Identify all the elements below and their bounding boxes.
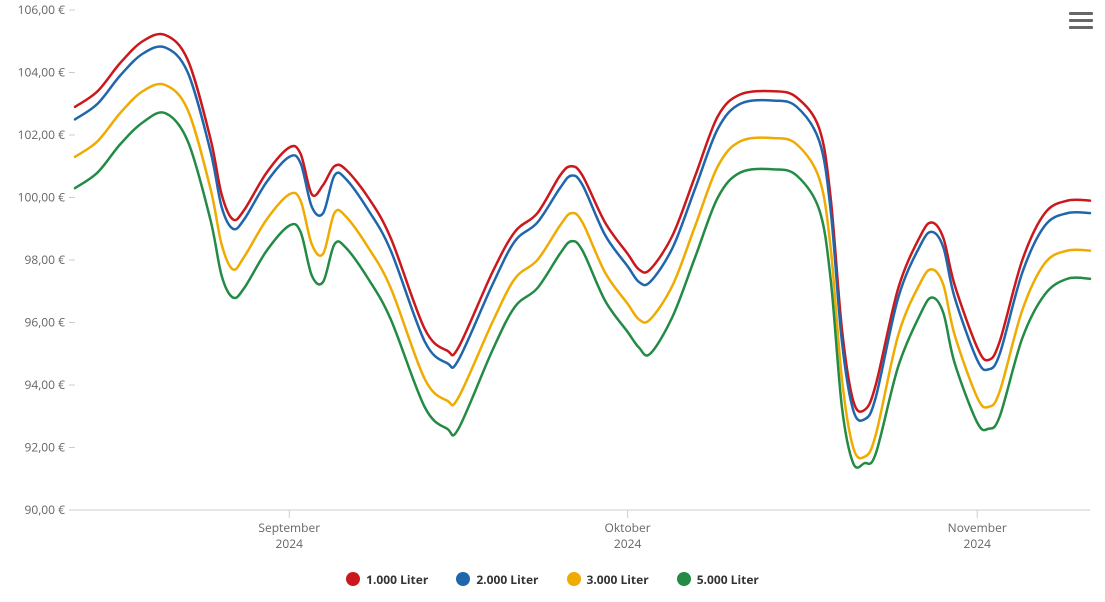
y-tick-label: 96,00 € <box>24 314 65 331</box>
chart-canvas: 90,00 € 92,00 € 94,00 € 96,00 € 98,00 € 100,0… <box>0 0 1105 602</box>
legend-swatch-icon <box>677 572 691 586</box>
x-tick-month: September <box>258 519 320 536</box>
series-line-1[interactable] <box>75 46 1090 420</box>
legend-item-1[interactable]: 2.000 Liter <box>456 571 538 588</box>
legend-label: 2.000 Liter <box>476 571 538 588</box>
x-tick-year: 2024 <box>276 535 304 552</box>
legend-label: 1.000 Liter <box>366 571 428 588</box>
legend-item-0[interactable]: 1.000 Liter <box>346 571 428 588</box>
y-tick-label: 98,00 € <box>24 251 65 268</box>
legend-label: 5.000 Liter <box>697 571 759 588</box>
legend-item-2[interactable]: 3.000 Liter <box>567 571 649 588</box>
series-line-2[interactable] <box>75 84 1090 458</box>
y-tick-label: 100,00 € <box>18 189 66 206</box>
y-tick-label: 104,00 € <box>18 64 66 81</box>
y-tick-label: 90,00 € <box>24 501 65 518</box>
price-chart: 90,00 € 92,00 € 94,00 € 96,00 € 98,00 € 100,0… <box>0 0 1105 602</box>
y-tick-label: 102,00 € <box>18 126 66 143</box>
legend-swatch-icon <box>456 572 470 586</box>
legend-item-3[interactable]: 5.000 Liter <box>677 571 759 588</box>
legend-swatch-icon <box>346 572 360 586</box>
chart-legend: 1.000 Liter 2.000 Liter 3.000 Liter 5.000 L… <box>0 571 1105 591</box>
legend-swatch-icon <box>567 572 581 586</box>
x-tick-month: Oktober <box>605 519 651 536</box>
y-tick-label: 92,00 € <box>24 439 65 456</box>
y-tick-label: 106,00 € <box>18 1 66 18</box>
x-tick-year: 2024 <box>614 535 642 552</box>
x-tick-year: 2024 <box>963 535 991 552</box>
series-line-3[interactable] <box>75 112 1090 467</box>
legend-label: 3.000 Liter <box>587 571 649 588</box>
chart-menu-icon[interactable] <box>1069 8 1093 30</box>
x-tick-month: November <box>948 519 1007 536</box>
y-tick-label: 94,00 € <box>24 376 65 393</box>
